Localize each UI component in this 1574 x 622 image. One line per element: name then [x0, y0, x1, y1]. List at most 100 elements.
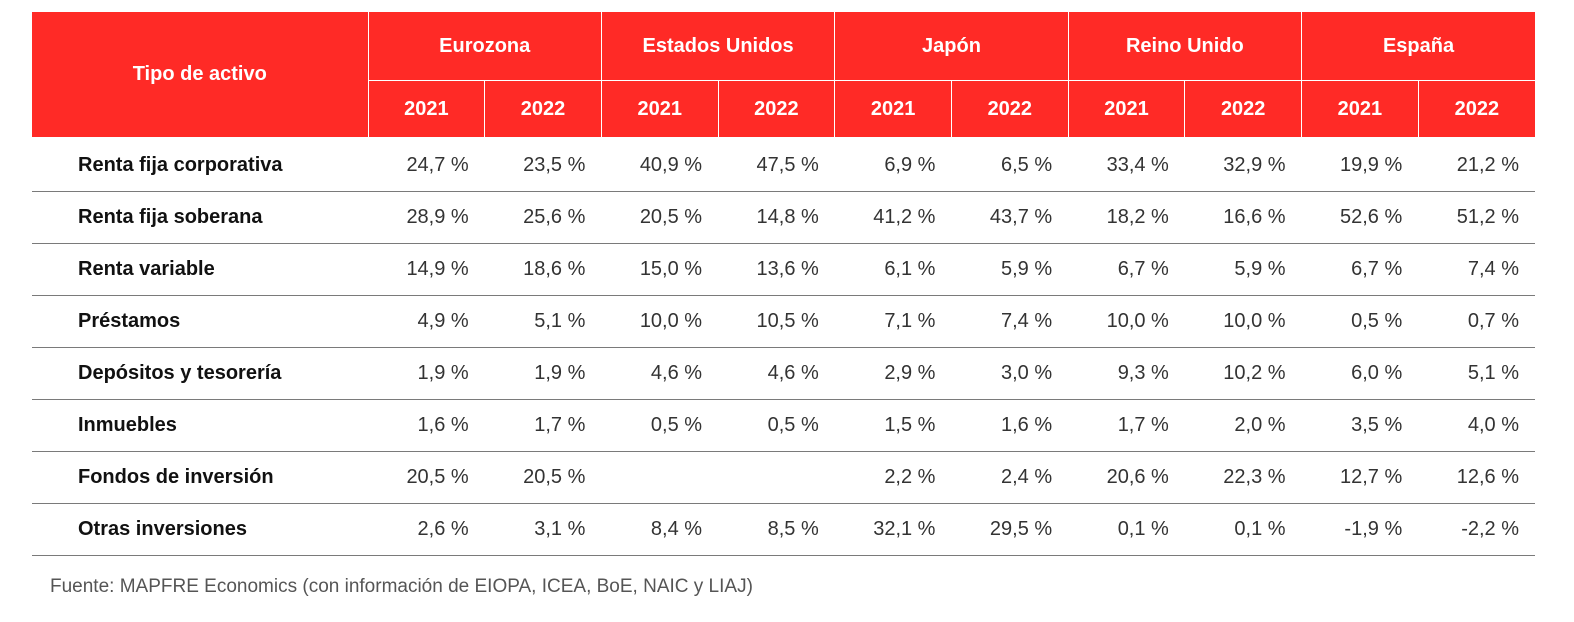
- year-header: 2021: [1301, 80, 1419, 137]
- value-cell: 3,0 %: [951, 347, 1069, 400]
- value-cell: 1,6 %: [368, 399, 485, 452]
- region-header-reino-unido: Reino Unido: [1067, 12, 1302, 81]
- year-header: 2022: [1184, 80, 1302, 137]
- value-cell: 15,0 %: [601, 243, 719, 296]
- value-cell: -2,2 %: [1418, 503, 1535, 556]
- value-cell: 20,5 %: [484, 451, 602, 504]
- table-row: Fondos de inversión 20,5 % 20,5 % 2,2 % 2,4 …: [32, 451, 1535, 504]
- value-cell: 0,5 %: [1301, 295, 1419, 348]
- row-label: Inmuebles: [32, 399, 369, 452]
- value-cell: 1,9 %: [368, 347, 485, 400]
- value-cell: 6,9 %: [834, 137, 952, 192]
- row-label: Renta variable: [32, 243, 369, 296]
- value-cell: 1,7 %: [1068, 399, 1185, 452]
- table-header: Tipo de activo Eurozona Estados Unidos J…: [32, 12, 1535, 137]
- value-cell: 14,9 %: [368, 243, 485, 296]
- region-header-estados-unidos: Estados Unidos: [600, 12, 835, 81]
- value-cell: 51,2 %: [1418, 191, 1535, 244]
- value-cell: 6,1 %: [834, 243, 952, 296]
- year-header: 2021: [1067, 80, 1185, 137]
- value-cell: [718, 451, 835, 504]
- value-cell: 7,4 %: [1418, 243, 1535, 296]
- year-header-row: 2021 2022 2021 2022 2021 2022 2021 2022 …: [32, 80, 1535, 137]
- year-header: 2022: [484, 80, 602, 137]
- value-cell: 23,5 %: [484, 137, 602, 192]
- value-cell: 0,1 %: [1068, 503, 1185, 556]
- value-cell: 32,9 %: [1184, 137, 1302, 192]
- value-cell: 10,2 %: [1184, 347, 1302, 400]
- value-cell: 5,9 %: [951, 243, 1069, 296]
- value-cell: 10,0 %: [601, 295, 719, 348]
- asset-type-header: Tipo de activo: [32, 12, 369, 137]
- table-row: Otras inversiones 2,6 % 3,1 % 8,4 % 8,5 % 32,…: [32, 503, 1535, 556]
- value-cell: 18,6 %: [484, 243, 602, 296]
- year-header: 2022: [717, 80, 835, 137]
- asset-allocation-table: Tipo de activo Eurozona Estados Unidos J…: [32, 12, 1535, 556]
- value-cell: 25,6 %: [484, 191, 602, 244]
- value-cell: 0,5 %: [601, 399, 719, 452]
- table-row: Inmuebles 1,6 % 1,7 % 0,5 % 0,5 % 1,5 % 1,6 % 1…: [32, 399, 1535, 452]
- value-cell: 14,8 %: [718, 191, 835, 244]
- value-cell: 0,7 %: [1418, 295, 1535, 348]
- region-header-row: Tipo de activo Eurozona Estados Unidos J…: [32, 12, 1535, 137]
- value-cell: 18,2 %: [1068, 191, 1185, 244]
- region-header-eurozona: Eurozona: [367, 12, 602, 81]
- value-cell: 6,7 %: [1301, 243, 1419, 296]
- value-cell: 20,6 %: [1068, 451, 1185, 504]
- value-cell: [601, 451, 719, 504]
- table-row: Renta variable 14,9 % 18,6 % 15,0 % 13,6 % 6,…: [32, 243, 1535, 296]
- value-cell: 10,0 %: [1184, 295, 1302, 348]
- table-row: Depósitos y tesorería 1,9 % 1,9 % 4,6 % 4,6 …: [32, 347, 1535, 400]
- value-cell: 13,6 %: [718, 243, 835, 296]
- value-cell: 1,6 %: [951, 399, 1069, 452]
- value-cell: 12,6 %: [1418, 451, 1535, 504]
- value-cell: 32,1 %: [834, 503, 952, 556]
- value-cell: 6,5 %: [951, 137, 1069, 192]
- value-cell: 1,7 %: [484, 399, 602, 452]
- value-cell: 5,1 %: [484, 295, 602, 348]
- value-cell: 2,4 %: [951, 451, 1069, 504]
- row-label: Otras inversiones: [32, 503, 369, 556]
- year-header: 2021: [367, 80, 485, 137]
- year-header: 2022: [1417, 80, 1535, 137]
- asset-allocation-table-container: Tipo de activo Eurozona Estados Unidos J…: [32, 12, 1535, 556]
- value-cell: 2,2 %: [834, 451, 952, 504]
- table-row: Renta fija corporativa 24,7 % 23,5 % 40,9 %…: [32, 137, 1535, 192]
- value-cell: -1,9 %: [1301, 503, 1419, 556]
- region-header-japon: Japón: [834, 12, 1069, 81]
- year-header: 2021: [834, 80, 952, 137]
- value-cell: 43,7 %: [951, 191, 1069, 244]
- value-cell: 1,9 %: [484, 347, 602, 400]
- value-cell: 24,7 %: [368, 137, 485, 192]
- value-cell: 4,0 %: [1418, 399, 1535, 452]
- value-cell: 8,4 %: [601, 503, 719, 556]
- value-cell: 0,5 %: [718, 399, 835, 452]
- value-cell: 20,5 %: [601, 191, 719, 244]
- value-cell: 7,4 %: [951, 295, 1069, 348]
- year-header: 2022: [950, 80, 1069, 137]
- row-label: Préstamos: [32, 295, 369, 348]
- value-cell: 12,7 %: [1301, 451, 1419, 504]
- value-cell: 41,2 %: [834, 191, 952, 244]
- value-cell: 6,0 %: [1301, 347, 1419, 400]
- table-row: Renta fija soberana 28,9 % 25,6 % 20,5 % 14,…: [32, 191, 1535, 244]
- value-cell: 29,5 %: [951, 503, 1069, 556]
- year-header: 2021: [600, 80, 719, 137]
- value-cell: 6,7 %: [1068, 243, 1185, 296]
- value-cell: 2,9 %: [834, 347, 952, 400]
- value-cell: 4,9 %: [368, 295, 485, 348]
- row-label: Depósitos y tesorería: [32, 347, 369, 400]
- value-cell: 3,5 %: [1301, 399, 1419, 452]
- value-cell: 7,1 %: [834, 295, 952, 348]
- value-cell: 28,9 %: [368, 191, 485, 244]
- value-cell: 4,6 %: [718, 347, 835, 400]
- row-label: Renta fija corporativa: [32, 137, 369, 192]
- value-cell: 4,6 %: [601, 347, 719, 400]
- value-cell: 2,0 %: [1184, 399, 1302, 452]
- region-header-espana: España: [1301, 12, 1535, 81]
- value-cell: 33,4 %: [1068, 137, 1185, 192]
- source-note: Fuente: MAPFRE Economics (con informació…: [50, 576, 753, 597]
- value-cell: 2,6 %: [368, 503, 485, 556]
- row-label: Renta fija soberana: [32, 191, 369, 244]
- value-cell: 16,6 %: [1184, 191, 1302, 244]
